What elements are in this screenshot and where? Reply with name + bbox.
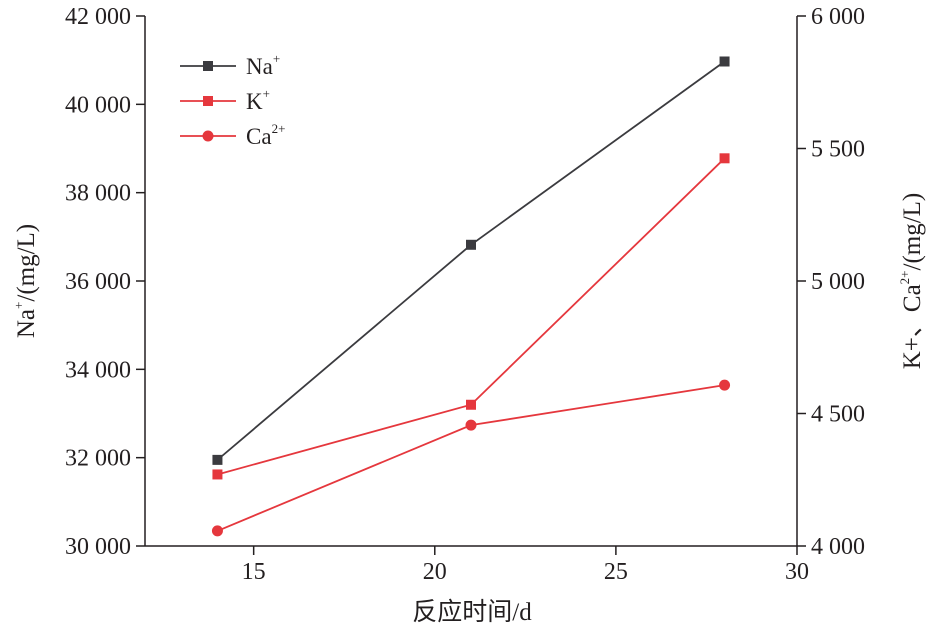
legend-item-k: K+ bbox=[180, 86, 270, 114]
right-y-tick-label: 5 500 bbox=[811, 137, 865, 163]
legend-swatch-marker bbox=[203, 61, 213, 71]
left-y-tick-label: 32 000 bbox=[65, 446, 131, 472]
x-axis-title: 反应时间/d bbox=[412, 598, 532, 626]
series-k-point bbox=[212, 469, 223, 480]
legend-swatch-marker bbox=[203, 96, 213, 106]
x-tick-label: 25 bbox=[604, 559, 628, 585]
legend-label: Ca2+ bbox=[246, 121, 285, 149]
axes bbox=[144, 16, 798, 547]
legend-item-na: Na+ bbox=[180, 51, 280, 79]
series-ca-point bbox=[465, 419, 477, 431]
left-y-tick-label: 36 000 bbox=[65, 269, 131, 295]
series-k bbox=[212, 153, 730, 480]
right-y-tick-label: 5 000 bbox=[811, 269, 865, 295]
left-y-axis-title: Na+/(mg/L) bbox=[11, 224, 40, 338]
right-y-tick-label: 4 500 bbox=[811, 402, 865, 428]
legend-swatch-marker bbox=[202, 130, 214, 142]
series-k-point bbox=[719, 153, 730, 164]
left-y-tick-label: 34 000 bbox=[65, 357, 131, 383]
legend-label: K+ bbox=[246, 86, 270, 114]
x-axis-ticks: 15 20 25 30 bbox=[242, 546, 809, 585]
series-na bbox=[212, 56, 730, 465]
series-na-point bbox=[719, 56, 730, 67]
left-y-tick-label: 42 000 bbox=[65, 4, 131, 30]
left-y-tick-label: 40 000 bbox=[65, 92, 131, 118]
right-y-tick-label: 4 000 bbox=[811, 534, 865, 560]
x-tick-label: 20 bbox=[423, 559, 447, 585]
series-na-point bbox=[212, 454, 223, 465]
right-y-axis-title: K+、Ca2+/(mg/L) bbox=[897, 193, 926, 370]
left-y-tick-label: 30 000 bbox=[65, 534, 131, 560]
right-y-tick-label: 6 000 bbox=[811, 4, 865, 30]
series-ca bbox=[211, 379, 731, 537]
x-tick-label: 15 bbox=[242, 559, 266, 585]
right-y-axis-ticks: 4 000 4 500 5 000 5 500 6 000 bbox=[797, 4, 865, 560]
left-y-tick-label: 38 000 bbox=[65, 181, 131, 207]
series-na-point bbox=[466, 239, 476, 250]
legend-item-ca: Ca2+ bbox=[180, 121, 285, 149]
series-ca-point bbox=[719, 379, 731, 391]
legend: Na+ K+ Ca2+ bbox=[180, 51, 285, 149]
legend-label: Na+ bbox=[246, 51, 280, 79]
series-layer bbox=[211, 56, 731, 537]
series-k-point bbox=[466, 399, 476, 410]
x-tick-label: 30 bbox=[785, 559, 809, 585]
left-y-axis-ticks: 30 000 32 000 34 000 36 000 38 000 40 000 42 0… bbox=[65, 4, 145, 560]
series-ca-point bbox=[211, 525, 223, 537]
